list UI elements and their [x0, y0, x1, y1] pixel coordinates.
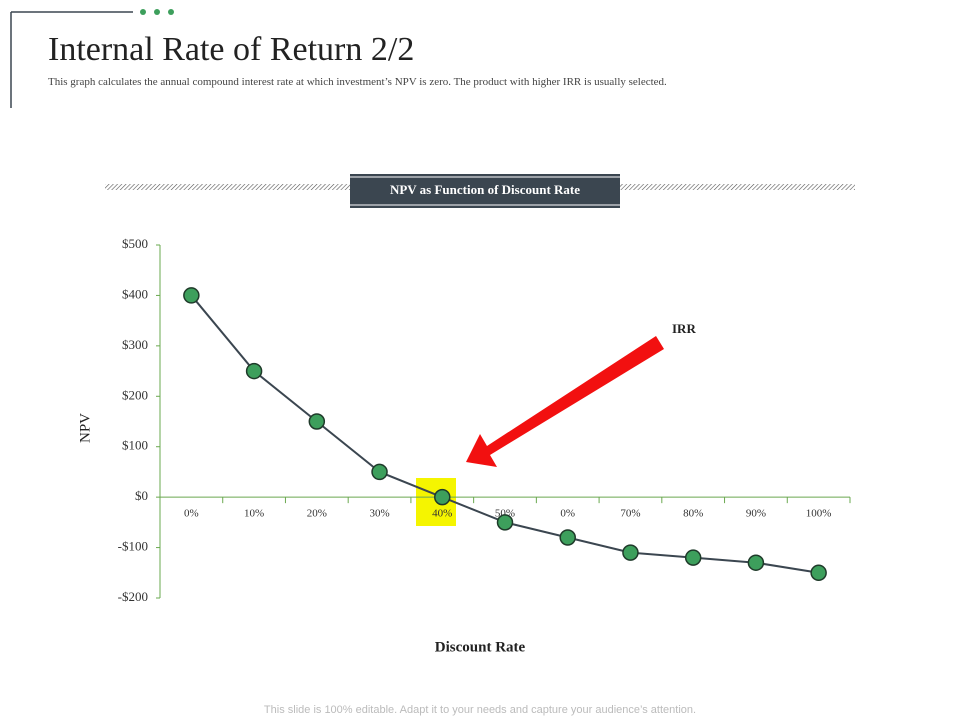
slide-subtitle: This graph calculates the annual compoun…	[48, 76, 667, 88]
data-point	[183, 287, 200, 304]
y-tick-label: $400	[122, 286, 148, 301]
data-point	[434, 488, 451, 506]
y-tick-label: $300	[122, 337, 148, 352]
y-tick-label: -$200	[118, 589, 148, 604]
data-point	[496, 514, 514, 531]
y-tick-label: -$100	[118, 539, 148, 554]
decor-dot	[154, 9, 160, 15]
y-tick-label: $0	[135, 488, 148, 503]
x-tick-label: 10%	[244, 508, 264, 520]
data-point	[684, 549, 702, 566]
chart-title: NPV as Function of Discount Rate	[390, 182, 580, 197]
data-point	[747, 554, 765, 571]
y-axis-label: NPV	[77, 413, 93, 443]
footer: This slide is 100% editable. Adapt it to…	[264, 704, 696, 716]
x-tick-label: 0%	[560, 508, 575, 520]
x-tick-label: 100%	[806, 508, 832, 520]
y-tick-label: $500	[122, 236, 148, 251]
x-tick-label: 0%	[184, 508, 199, 520]
x-tick-label: 30%	[369, 508, 389, 520]
subtitle-box: This graph calculates the annual compoun…	[48, 76, 667, 88]
x-tick-label: 80%	[683, 508, 703, 520]
slide-title: Internal Rate of Return 2/2	[48, 31, 414, 68]
y-tick-label: $200	[122, 387, 148, 402]
decor-dot	[168, 9, 174, 15]
data-point	[559, 529, 576, 546]
annotation: IRR	[672, 321, 696, 336]
banner	[350, 174, 620, 208]
data-point	[308, 413, 326, 430]
data-point	[622, 544, 639, 561]
data-point	[371, 463, 388, 481]
decor-dot	[140, 9, 146, 15]
x-tick-label: 20%	[307, 508, 327, 520]
x-tick-label: 70%	[620, 508, 640, 520]
npv-line	[190, 294, 819, 574]
x-tick-label: 40%	[432, 508, 452, 520]
data-point	[810, 564, 827, 582]
data-point	[245, 362, 263, 380]
x-axis-label: Discount Rate	[435, 639, 526, 655]
y-tick-label: $100	[122, 438, 148, 453]
irr-arrow	[466, 336, 664, 467]
x-tick-label: 90%	[746, 508, 766, 520]
